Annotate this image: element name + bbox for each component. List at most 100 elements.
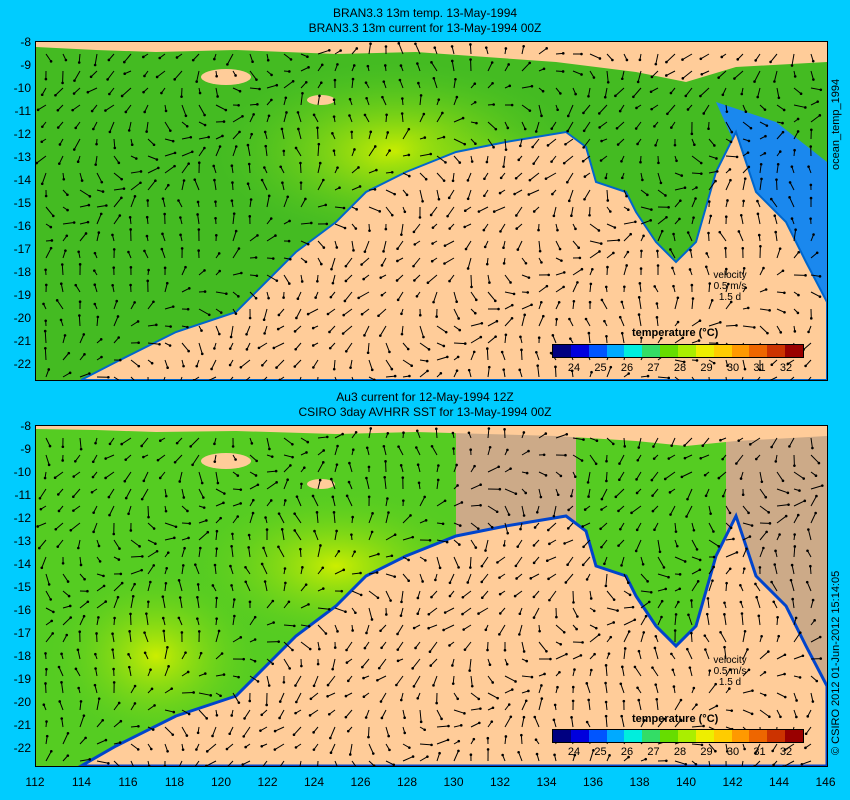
vector-arrow <box>640 206 652 211</box>
vector-arrow <box>45 751 52 762</box>
vector-arrow <box>266 235 276 242</box>
vector-arrowhead <box>524 491 528 495</box>
vector-arrow <box>249 454 257 462</box>
vector-arrowhead <box>174 525 178 529</box>
vector-arrowhead <box>486 736 490 740</box>
vector-arrowhead <box>289 464 292 467</box>
vector-arrowhead <box>124 458 128 461</box>
vector-arrowhead <box>158 56 161 60</box>
vector-arrow <box>198 308 210 316</box>
vector-arrow <box>73 138 81 150</box>
vector-arrowhead <box>265 528 269 531</box>
vector-arrowhead <box>393 192 396 196</box>
vector-arrowhead <box>377 314 380 318</box>
vector-arrowhead <box>292 624 296 628</box>
vector-arrow <box>329 726 336 739</box>
vector-arrowhead <box>430 61 433 64</box>
vector-arrowhead <box>238 89 242 93</box>
vector-arrowhead <box>321 566 325 570</box>
vector-arrowhead <box>772 763 775 766</box>
vector-arrowhead <box>473 100 477 104</box>
vector-arrowhead <box>702 724 705 728</box>
vector-arrowhead <box>555 317 558 321</box>
vector-arrowhead <box>151 728 155 731</box>
vector-arrow <box>429 641 438 652</box>
vector-arrowhead <box>660 229 664 233</box>
vector-arrow <box>342 325 353 334</box>
vector-arrow <box>198 531 209 541</box>
vector-arrow <box>674 297 679 310</box>
vector-arrowhead <box>502 368 506 371</box>
vector-arrow <box>105 454 115 460</box>
vector-arrow <box>436 325 447 333</box>
vector-arrowhead <box>510 316 514 320</box>
vector-arrowhead <box>582 129 586 133</box>
vector-arrowhead <box>620 564 623 567</box>
vector-arrow <box>701 70 710 75</box>
vector-arrow <box>793 692 798 701</box>
vector-arrowhead <box>783 653 787 657</box>
vector-arrowhead <box>655 302 659 305</box>
vector-arrowhead <box>689 248 692 252</box>
vector-arrow <box>206 760 217 766</box>
vector-arrowhead <box>580 73 583 76</box>
vector-arrowhead <box>345 648 348 652</box>
vector-arrowhead <box>388 149 391 152</box>
vector-arrow <box>156 70 166 78</box>
vector-arrowhead <box>239 488 243 491</box>
vector-arrowhead <box>120 442 123 446</box>
vector-arrowhead <box>597 633 601 636</box>
vector-arrow <box>538 316 544 327</box>
vector-arrowhead <box>527 193 531 196</box>
vector-arrow <box>232 213 235 225</box>
vector-arrowhead <box>111 233 114 237</box>
vector-arrowhead <box>221 134 224 138</box>
vector-arrow <box>640 189 648 196</box>
vector-arrow <box>130 196 136 208</box>
vector-arrowhead <box>469 43 472 46</box>
vector-arrow <box>725 505 731 514</box>
vector-arrow <box>618 471 625 480</box>
vector-arrowhead <box>104 738 108 742</box>
vector-arrow <box>555 653 567 660</box>
vector-arrow <box>419 172 427 180</box>
vector-arrowhead <box>515 227 519 230</box>
vector-arrowhead <box>178 480 182 483</box>
vector-arrowhead <box>211 584 215 587</box>
vector-arrowhead <box>427 612 431 616</box>
vector-arrowhead <box>333 78 337 82</box>
vector-arrowhead <box>284 581 287 585</box>
x-tick-label: 136 <box>582 775 604 789</box>
vector-arrow <box>147 342 160 345</box>
vector-arrowhead <box>466 179 470 182</box>
vector-arrowhead <box>154 179 157 183</box>
vector-arrowhead <box>171 305 175 308</box>
vector-arrowhead <box>60 681 63 684</box>
vector-arrow <box>147 324 157 327</box>
vector-arrowhead <box>428 650 432 653</box>
vector-arrowhead <box>390 170 394 174</box>
vector-arrowhead <box>76 648 80 652</box>
vector-arrowhead <box>778 247 782 250</box>
y-tick-label: -21 <box>13 718 31 732</box>
vector-arrowhead <box>768 309 771 312</box>
vector-arrowhead <box>277 545 280 549</box>
vector-arrowhead <box>692 216 695 219</box>
vector-arrowhead <box>348 97 352 101</box>
vector-arrowhead <box>344 349 348 353</box>
vector-arrow <box>807 529 812 541</box>
vector-arrowhead <box>134 157 138 160</box>
vector-arrowhead <box>454 77 457 81</box>
vector-arrow <box>45 607 54 613</box>
vector-arrow <box>113 539 120 549</box>
vector-arrowhead <box>550 160 553 163</box>
vector-arrowhead <box>517 158 521 162</box>
vector-arrow <box>300 584 307 592</box>
vector-arrowhead <box>288 667 291 670</box>
vector-arrowhead <box>246 143 250 147</box>
vector-arrowhead <box>788 181 792 184</box>
vector-arrow <box>774 564 778 575</box>
vector-arrowhead <box>193 178 197 181</box>
vector-arrowhead <box>691 297 695 300</box>
vector-arrowhead <box>155 549 159 553</box>
